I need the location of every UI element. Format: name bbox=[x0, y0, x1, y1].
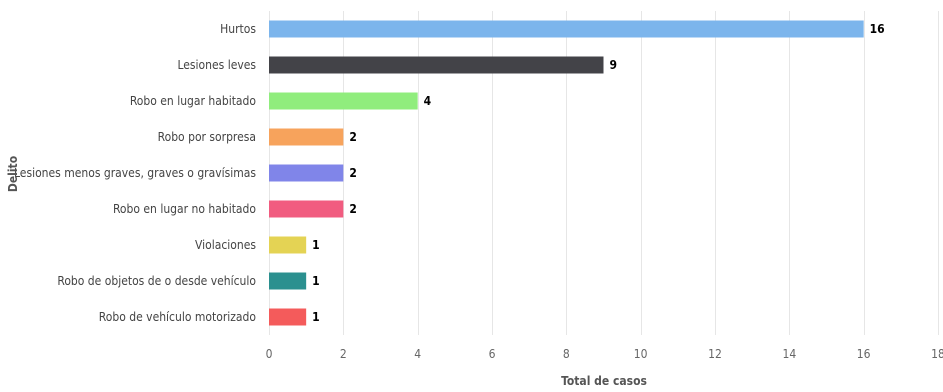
x-tick-3: 6 bbox=[489, 347, 496, 361]
x-tick-5: 10 bbox=[634, 347, 648, 361]
category-label-0: Hurtos bbox=[220, 22, 256, 36]
x-tick-labels: 0 2 4 6 8 10 12 14 16 18 bbox=[266, 347, 943, 361]
category-label-5: Robo en lugar no habitado bbox=[113, 202, 256, 216]
bar-0 bbox=[269, 20, 864, 38]
bar-5 bbox=[269, 200, 344, 218]
data-label-1: 9 bbox=[610, 58, 618, 72]
x-tick-9: 18 bbox=[931, 347, 943, 361]
data-label-3: 2 bbox=[349, 130, 357, 144]
bar-4 bbox=[269, 164, 344, 182]
x-tick-0: 0 bbox=[266, 347, 273, 361]
bar-3 bbox=[269, 128, 344, 146]
category-label-7: Robo de objetos de o desde vehículo bbox=[57, 274, 256, 288]
data-label-4: 2 bbox=[349, 166, 357, 180]
data-label-0: 16 bbox=[870, 22, 885, 36]
bar-2 bbox=[269, 92, 418, 110]
category-label-2: Robo en lugar habitado bbox=[130, 94, 257, 108]
y-axis-title: Delito bbox=[6, 156, 20, 192]
data-label-7: 1 bbox=[312, 274, 320, 288]
data-label-8: 1 bbox=[312, 310, 320, 324]
x-tick-7: 14 bbox=[782, 347, 796, 361]
bar-7 bbox=[269, 272, 307, 290]
category-label-6: Violaciones bbox=[195, 238, 256, 252]
x-tick-6: 12 bbox=[708, 347, 722, 361]
category-label-8: Robo de vehículo motorizado bbox=[99, 310, 257, 324]
category-label-4: Lesiones menos graves, graves o gravísim… bbox=[14, 166, 256, 180]
x-tick-8: 16 bbox=[857, 347, 871, 361]
bar-8 bbox=[269, 308, 307, 326]
category-label-1: Lesiones leves bbox=[177, 58, 256, 72]
data-label-5: 2 bbox=[349, 202, 357, 216]
x-tick-1: 2 bbox=[340, 347, 347, 361]
category-labels: Hurtos Lesiones leves Robo en lugar habita… bbox=[14, 22, 256, 324]
bar-6 bbox=[269, 236, 307, 254]
data-label-2: 4 bbox=[424, 94, 432, 108]
x-tick-2: 4 bbox=[414, 347, 421, 361]
x-tick-4: 8 bbox=[563, 347, 570, 361]
category-label-3: Robo por sorpresa bbox=[158, 130, 256, 144]
bars bbox=[269, 20, 864, 326]
bar-1 bbox=[269, 56, 604, 74]
x-axis-title: Total de casos bbox=[561, 374, 647, 388]
data-labels: 16 9 4 2 2 2 1 1 1 bbox=[312, 22, 885, 324]
data-label-6: 1 bbox=[312, 238, 320, 252]
